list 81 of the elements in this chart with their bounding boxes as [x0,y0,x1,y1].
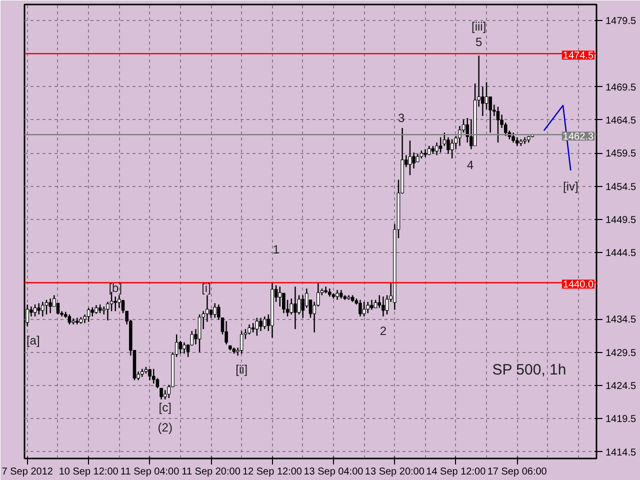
annotation: [b] [108,280,122,295]
candlestick [523,136,526,144]
candlestick [37,302,40,316]
candlestick [68,314,72,326]
candlestick [240,330,244,354]
candlestick [412,152,416,170]
candlestick [251,322,255,333]
candlestick [198,314,202,353]
candlestick [86,307,90,322]
y-tick-label: 1464.5 [606,115,637,126]
candlestick [213,302,216,318]
candlestick [358,299,362,318]
candlestick [382,296,385,318]
candlestick [496,106,500,144]
y-tick-label: 1454.5 [606,182,637,193]
candlestick [438,136,442,154]
candlestick [424,148,427,158]
candlestick [262,316,266,330]
annotation: [iii] [472,19,486,34]
candlestick [156,378,160,389]
annotation: 5 [476,35,483,50]
candlestick [336,289,339,300]
ref-line-label: 1440.0 [562,280,594,291]
candlestick [259,317,262,332]
annotation: [i] [202,280,211,295]
annotation: 3 [398,110,406,125]
candlestick [408,140,412,176]
candlestick [248,324,251,335]
ref-line-label: 1462.3 [562,132,594,143]
annotation: (2) [158,420,172,434]
candlestick [450,138,454,160]
candlestick [278,286,282,308]
x-tick-label: 13 Sep 04:00 [304,466,364,478]
x-tick-label: 13 Sep 20:00 [364,466,425,478]
candlestick [90,306,94,318]
x-tick-label: 10 Sep 12:00 [58,466,119,478]
annotation: [ii] [236,362,248,377]
candlestick [118,294,121,308]
candlestick [446,136,450,154]
y-tick-label: 1449.5 [606,215,637,226]
candlestick [294,286,297,330]
y-tick-label: 1424.5 [606,380,637,392]
y-tick-label: 1434.5 [606,314,637,326]
x-tick-label: 14 Sep 12:00 [426,466,486,478]
annotation: SP 500, 1h [492,362,566,378]
candlestick [290,298,294,316]
annotation: 1 [272,242,280,256]
candlestick [44,299,48,316]
annotation: [a] [26,333,40,348]
candlestick [41,301,44,318]
candlestick [255,317,259,336]
y-tick-label: 1414.5 [606,447,637,458]
candlestick [114,296,118,312]
candlestick [370,299,374,310]
candlestick [33,304,37,318]
y-tick-label: 1469.5 [606,82,637,94]
x-tick-label: 11 Sep 04:00 [120,466,180,478]
candlestick [152,368,156,384]
y-tick-label: 1419.5 [606,414,637,426]
candlestick [366,301,370,314]
candlestick [48,298,52,314]
ref-line-label: 1474.5 [562,50,594,62]
candlestick [484,82,488,110]
x-tick-label: 17 Sep 06:00 [487,466,548,478]
x-tick-label: 12 Sep 12:00 [242,466,302,478]
x-tick-label: 11 Sep 20:00 [182,466,241,478]
annotation: 2 [380,324,387,338]
candlestick [362,301,366,318]
candlestick [512,132,515,144]
y-tick-label: 1444.5 [606,248,637,260]
candlestick [178,340,182,354]
y-tick-label: 1479.5 [606,16,637,27]
x-tick-label: 7 Sep 2012 [2,466,54,478]
annotation: [iv] [563,179,578,194]
y-tick-label: 1429.5 [606,348,637,359]
annotation: 4 [466,158,474,172]
candlestick [224,320,228,345]
annotation: [c] [158,400,172,414]
candlestick [160,388,163,400]
y-tick-label: 1459.5 [606,148,637,160]
candlestick [182,342,186,354]
